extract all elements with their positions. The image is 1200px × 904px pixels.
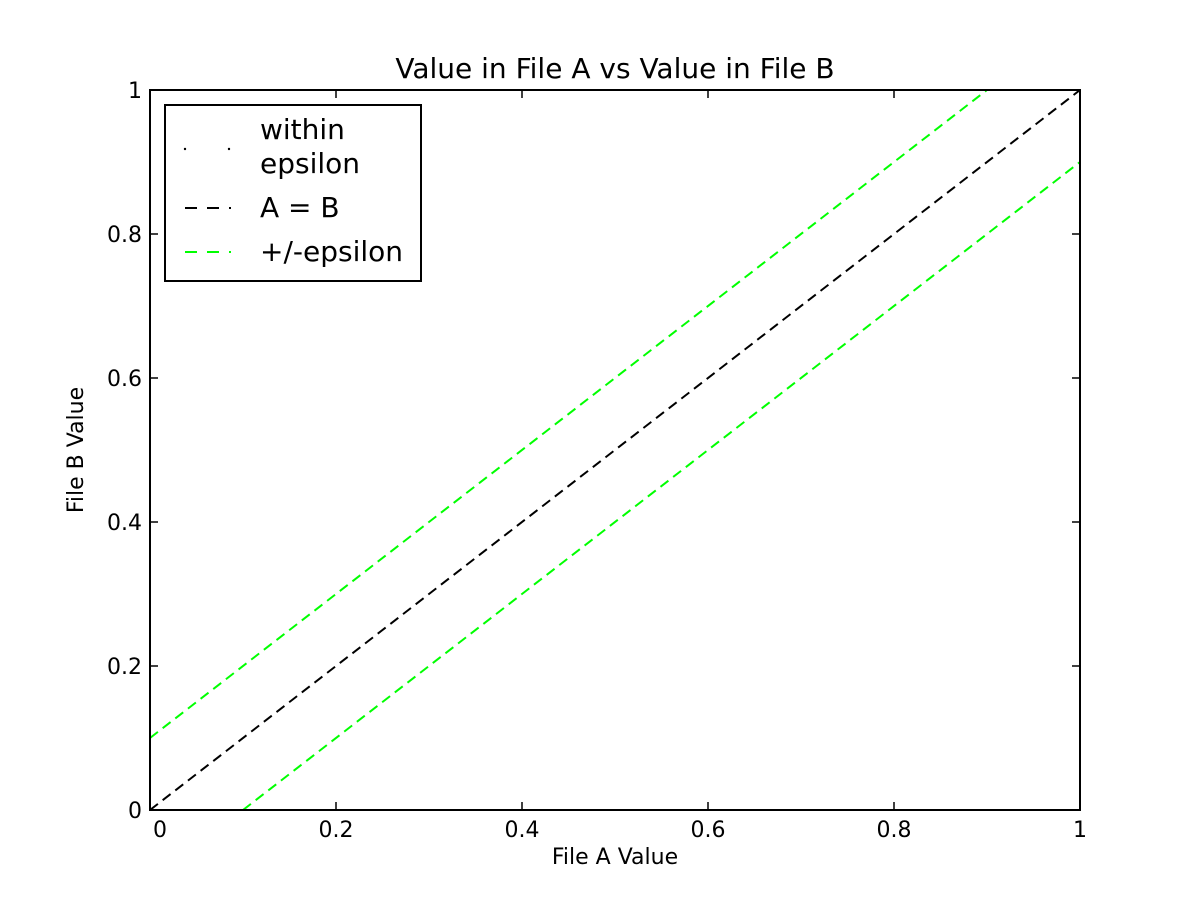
x-tick-label: 0.6 — [691, 818, 726, 843]
x-tick-label: 0.4 — [505, 818, 540, 843]
legend-label: A = B — [260, 191, 340, 224]
x-tick-label: 0 — [153, 818, 167, 843]
y-tick-label: 1 — [128, 79, 142, 104]
y-tick-label: 0 — [128, 799, 142, 824]
chart-title: Value in File A vs Value in File B — [395, 52, 834, 85]
y-tick-label: 0.6 — [107, 367, 142, 392]
legend-marker-point — [227, 147, 231, 151]
x-axis-label: File A Value — [552, 845, 678, 870]
legend-label: +/-epsilon — [260, 235, 403, 268]
series-layer — [150, 90, 1080, 810]
legend-marker-point — [183, 147, 187, 151]
x-tick-label: 0.2 — [319, 818, 354, 843]
y-tick-label: 0.2 — [107, 655, 142, 680]
y-tick-label: 0.4 — [107, 511, 142, 536]
y-tick-label: 0.8 — [107, 223, 142, 248]
ticks-layer: 0 0.2 0.4 0.6 0.8 1 0 0.2 0.4 0.6 0.8 1 — [107, 79, 1087, 843]
plot-frame — [149, 89, 1081, 811]
x-tick-label: 1 — [1073, 818, 1087, 843]
series-line-3 — [242, 161, 1080, 810]
x-tick-label: 0.8 — [877, 818, 912, 843]
y-axis-label: File B Value — [64, 387, 89, 513]
series-line-1 — [150, 90, 1080, 810]
series-line-2 — [150, 90, 988, 739]
legend-label: epsilon — [260, 147, 360, 180]
legend-label: within — [260, 113, 345, 146]
